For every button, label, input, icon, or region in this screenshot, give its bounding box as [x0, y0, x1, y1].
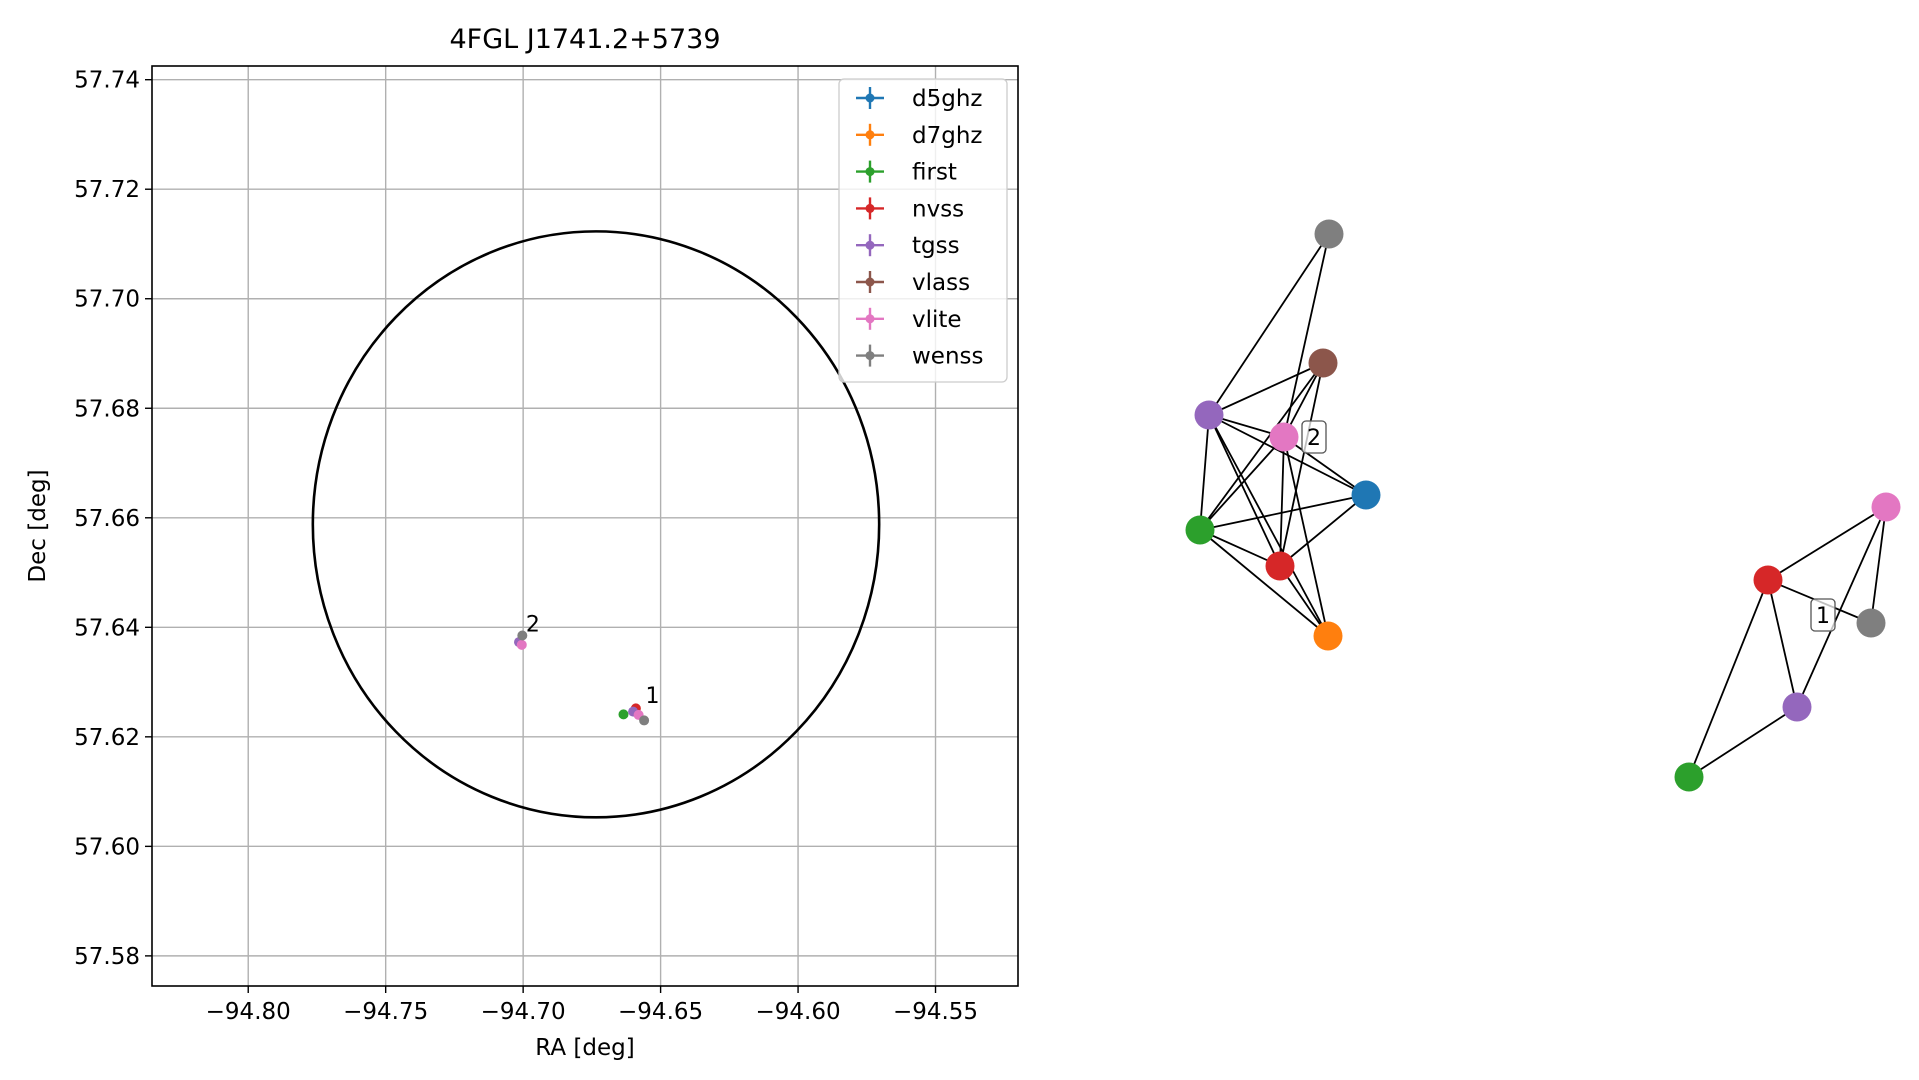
legend-label-d7ghz: d7ghz — [912, 123, 982, 149]
legend-label-vlite: vlite — [912, 307, 962, 333]
y-tick-label: 57.68 — [74, 396, 140, 422]
legend-marker-d5ghz — [865, 93, 875, 103]
legend-marker-first — [865, 167, 875, 177]
group-label-box — [1301, 420, 1327, 454]
node-nvss — [1265, 551, 1295, 581]
y-tick-label: 57.62 — [74, 725, 140, 751]
node-nvss — [1753, 565, 1783, 595]
point-annotation: 2 — [526, 613, 540, 638]
legend-frame — [838, 78, 1008, 383]
y-axis-ticks: 57.58 57.60 57.62 57.64 57.66 57.68 57.70 57.72… — [74, 68, 152, 970]
edge — [1688, 579, 1769, 778]
legend-marker-d7ghz — [865, 130, 875, 140]
group-label-2: 2 — [1301, 420, 1327, 454]
sky-position-chart: 21 −94.80 −94.75 −94.70 −94.65 −94.60 −94.55 … — [25, 24, 1019, 1061]
x-tick-label: −94.55 — [893, 999, 978, 1025]
edge — [1199, 414, 1210, 531]
point-annotations: 21 — [526, 613, 660, 709]
group-label-text: 1 — [1816, 604, 1830, 629]
node-d7ghz — [1313, 621, 1343, 651]
edge — [1688, 706, 1798, 778]
legend-marker-nvss — [865, 203, 875, 213]
data-point-wenss — [639, 715, 650, 726]
node-wenss — [1856, 608, 1886, 638]
plot-area: 21 — [311, 230, 881, 819]
edge — [1199, 529, 1329, 637]
edge — [1870, 506, 1887, 624]
node-first — [1674, 762, 1704, 792]
x-axis-label: RA [deg] — [535, 1035, 634, 1061]
edge — [1767, 579, 1798, 708]
chart-title: 4FGL J1741.2+5739 — [449, 24, 720, 55]
x-tick-label: −94.75 — [343, 999, 428, 1025]
data-point-vlite — [516, 639, 527, 650]
x-axis-ticks: −94.80 −94.75 −94.70 −94.65 −94.60 −94.55 — [206, 986, 978, 1025]
plot-frame — [151, 65, 1019, 987]
edge — [1208, 362, 1324, 416]
edge — [1279, 362, 1324, 567]
legend-marker-wenss — [865, 351, 875, 361]
legend-label-d5ghz: d5ghz — [912, 86, 982, 112]
network-diagram: 2 1 — [1185, 219, 1901, 792]
node-tgss — [1194, 400, 1224, 430]
legend-label-first: first — [912, 160, 957, 186]
y-tick-label: 57.64 — [74, 615, 140, 641]
data-points — [514, 630, 650, 726]
x-tick-label: −94.60 — [756, 999, 841, 1025]
network-nodes — [1185, 219, 1901, 792]
x-tick-label: −94.70 — [481, 999, 566, 1025]
edge — [1279, 436, 1285, 567]
legend-marker-vlass — [865, 277, 875, 287]
y-tick-label: 57.72 — [74, 177, 140, 203]
edge — [1796, 506, 1887, 708]
edge — [1283, 233, 1330, 438]
edge — [1199, 494, 1367, 531]
group-label-box — [1810, 598, 1836, 632]
node-first — [1185, 515, 1215, 545]
y-tick-label: 57.74 — [74, 68, 140, 94]
legend-marker-tgss — [865, 240, 875, 250]
node-vlite — [1269, 422, 1299, 452]
node-vlass — [1308, 348, 1338, 378]
y-tick-label: 57.60 — [74, 834, 140, 860]
legend: d5ghz d7ghz first nvss tgss vlass vlite wenss — [838, 78, 1008, 383]
data-point-first — [618, 709, 629, 720]
edge — [1283, 436, 1329, 637]
node-vlite — [1871, 492, 1901, 522]
grid — [152, 66, 1018, 986]
edge — [1208, 414, 1281, 567]
edge — [1208, 414, 1329, 637]
x-tick-label: −94.80 — [206, 999, 291, 1025]
edge — [1208, 233, 1330, 416]
x-tick-label: −94.65 — [618, 999, 703, 1025]
edge — [1199, 362, 1324, 531]
node-tgss — [1782, 692, 1812, 722]
edge — [1283, 436, 1367, 496]
legend-label-wenss: wenss — [912, 344, 984, 370]
y-axis-label: Dec [deg] — [25, 469, 51, 582]
edge — [1199, 436, 1285, 531]
edge — [1279, 494, 1367, 567]
network-edges — [1199, 233, 1887, 778]
node-wenss — [1314, 219, 1344, 249]
group-label-text: 2 — [1307, 426, 1321, 451]
edge — [1767, 506, 1887, 581]
localization-ellipse — [311, 230, 881, 819]
legend-marker-vlite — [865, 314, 875, 324]
legend-label-nvss: nvss — [912, 196, 964, 222]
point-annotation: 1 — [645, 684, 659, 709]
y-tick-label: 57.58 — [74, 944, 140, 970]
edge — [1199, 529, 1281, 567]
node-d5ghz — [1351, 480, 1381, 510]
legend-label-tgss: tgss — [912, 233, 960, 259]
legend-label-vlass: vlass — [912, 270, 970, 296]
group-label-1: 1 — [1810, 598, 1836, 632]
data-point-wenss — [517, 630, 528, 641]
y-tick-label: 57.66 — [74, 506, 140, 532]
y-tick-label: 57.70 — [74, 287, 140, 313]
